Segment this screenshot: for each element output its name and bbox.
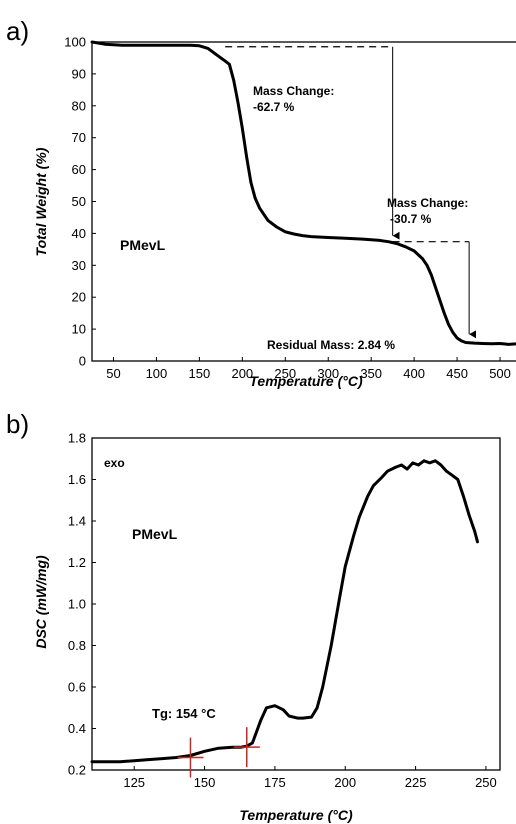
tga-y-tick-label: 50: [72, 194, 86, 209]
tga-mass-change-1-value: -62.7 %: [253, 100, 295, 114]
tga-y-tick-label: 100: [64, 35, 86, 50]
panel-a-letter: a): [6, 16, 29, 46]
tga-x-tick-label: 200: [231, 366, 253, 381]
tga-mass-change-2-value: -30.7 %: [390, 212, 432, 226]
tga-x-tick-label: 50: [106, 366, 120, 381]
tga-mass-change-2-title: Mass Change:: [387, 196, 468, 210]
dsc-x-tick-label: 125: [123, 775, 145, 790]
tga-y-tick-label: 20: [72, 290, 86, 305]
dsc-plot: 125 150 175 200 225 250 0.2 0.4 0.6 0.8 1.0 1.2 1.4 1…: [68, 431, 501, 790]
panel-b-letter: b): [6, 409, 29, 439]
tga-x-tick-label: 500: [489, 366, 511, 381]
dsc-x-tick-label: 150: [194, 775, 216, 790]
tga-plot: 5010015020025030035040045050055001020304…: [64, 35, 516, 381]
tga-y-tick-label: 90: [72, 66, 86, 81]
tga-x-tick-label: 450: [446, 366, 468, 381]
tga-y-tick-label: 0: [79, 354, 86, 369]
tga-y-tick-label: 70: [72, 130, 86, 145]
tga-y-tick-label: 10: [72, 322, 86, 337]
tga-x-tick-label: 150: [189, 366, 211, 381]
dsc-y-tick-label: 0.2: [68, 763, 86, 778]
tga-x-tick-label: 100: [146, 366, 168, 381]
tga-y-tick-label: 60: [72, 162, 86, 177]
tga-y-axis-title: Total Weight (%): [33, 147, 49, 256]
tga-y-tick-label: 40: [72, 226, 86, 241]
tga-mass-change-1-title: Mass Change:: [253, 84, 334, 98]
dsc-y-tick-label: 0.4: [68, 721, 86, 736]
dsc-tg-label: Tg: 154 °C: [152, 706, 216, 721]
dsc-y-tick-label: 0.8: [68, 638, 86, 653]
dsc-y-tick-label: 1.8: [68, 431, 86, 446]
dsc-sample-label: PMevL: [132, 526, 178, 542]
dsc-y-axis-title: DSC (mW/mg): [33, 555, 49, 649]
dsc-x-tick-label: 175: [264, 775, 286, 790]
tga-x-axis-title: Temperature (°C): [249, 373, 363, 389]
tga-residual-label: Residual Mass: 2.84 %: [267, 338, 395, 352]
dsc-y-tick-label: 1.2: [68, 555, 86, 570]
tga-x-tick-label: 350: [360, 366, 382, 381]
tga-x-tick-label: 250: [274, 366, 296, 381]
tga-data-line: [90, 40, 516, 346]
dsc-data-line: [90, 459, 479, 764]
tga-x-tick-label: 400: [403, 366, 425, 381]
tga-y-tick-label: 30: [72, 258, 86, 273]
dsc-x-axis-title: Temperature (°C): [239, 807, 353, 823]
dsc-exo-label: exo: [104, 456, 125, 470]
dsc-y-tick-label: 0.6: [68, 680, 86, 695]
tga-x-tick-label: 300: [317, 366, 339, 381]
dsc-y-tick-label: 1.0: [68, 597, 86, 612]
dsc-x-tick-label: 200: [334, 775, 356, 790]
dsc-y-tick-label: 1.6: [68, 472, 86, 487]
tga-sample-label: PMevL: [120, 237, 166, 253]
dsc-x-tick-label: 225: [405, 775, 427, 790]
tga-y-tick-label: 80: [72, 98, 86, 113]
dsc-y-tick-label: 1.4: [68, 514, 86, 529]
dsc-x-tick-label: 250: [475, 775, 497, 790]
